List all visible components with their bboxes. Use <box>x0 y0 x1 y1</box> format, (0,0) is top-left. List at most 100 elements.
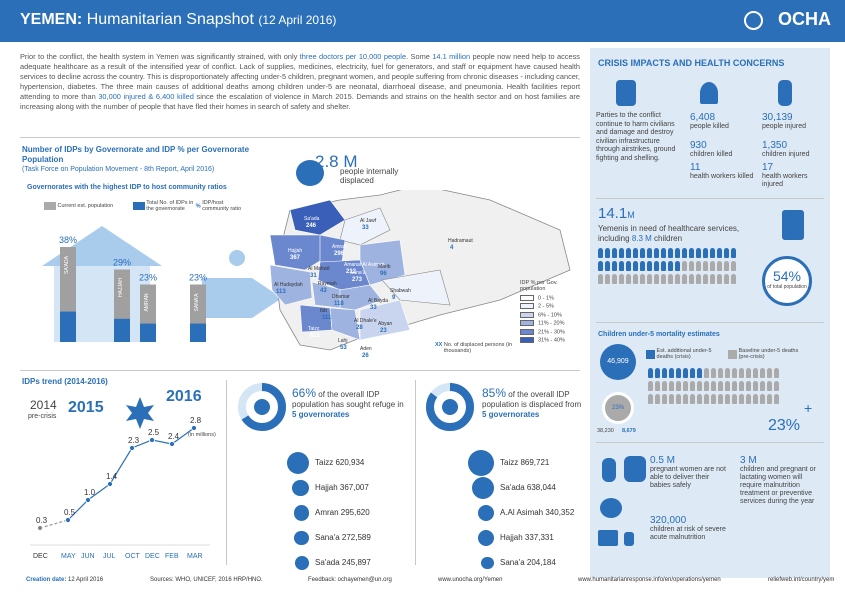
idp-bar <box>140 323 156 342</box>
person-icon <box>605 274 610 284</box>
mortality-num3: 8,679 <box>622 428 636 434</box>
ocha-logo: OCHA <box>778 9 831 29</box>
governorate-name: Aden <box>360 346 372 352</box>
map-legend-item: 11% - 20% <box>520 320 584 327</box>
food-bowl-icon <box>600 498 622 518</box>
trend-point <box>65 517 71 523</box>
trend-x-label: MAR <box>187 553 203 560</box>
hw-injured-stat: 17 health workers injured <box>762 162 808 188</box>
person-icon <box>746 394 751 404</box>
ratio-pct-label: 29% <box>113 258 131 268</box>
malnutrition-treatment-stat: 3 M children and pregnant or lactating w… <box>740 455 816 505</box>
trend-value-label: 0.3 <box>36 516 48 525</box>
host-ratio-legend: Current est. population Total No. of IDP… <box>44 200 242 212</box>
trend-chart: 0.3 DEC 0.5 MAY 1.0 JUN 1.4 JUL 2.3 OCT 2.5 DEC 2.4 F… <box>30 397 210 560</box>
aljawf-region <box>339 207 391 246</box>
ratio-category-label: SA'ADA <box>64 255 70 274</box>
casualty-highlight: 30,000 injured & 6,400 killed <box>98 92 194 102</box>
person-icon <box>683 368 688 378</box>
governorate-name: Al Jawf <box>360 218 377 224</box>
governorate-value: 113 <box>276 289 286 295</box>
governorate-value: 367 <box>290 255 301 261</box>
trend-point <box>191 425 197 431</box>
governorate-value: 26 <box>362 353 369 358</box>
sam-children-stat: 320,000 children at risk of severe acute… <box>650 515 726 541</box>
person-icon <box>598 274 603 284</box>
person-icon <box>619 248 624 258</box>
ratio-pct-label: 23% <box>139 273 157 283</box>
person-icon <box>668 248 673 258</box>
person-icon <box>654 248 659 258</box>
idp-map-title: Number of IDPs by Governorate and IDP % … <box>22 145 250 173</box>
person-icon <box>640 274 645 284</box>
reliefweb-link[interactable]: reliefweb.int/country/yem <box>768 577 835 583</box>
person-icon <box>661 261 666 271</box>
ratio-pct-label: 38% <box>59 235 77 245</box>
bubble-label: Taizz 869,721 <box>500 458 550 467</box>
person-icon <box>633 274 638 284</box>
person-icon <box>739 381 744 391</box>
person-icon <box>661 274 666 284</box>
person-icon <box>647 261 652 271</box>
bubble-label: Sa'ada 245,897 <box>315 558 371 567</box>
bubble-label: Sa'ada 638,044 <box>500 483 556 492</box>
person-icon <box>676 381 681 391</box>
person-icon <box>647 248 652 258</box>
albayda-region <box>339 284 383 311</box>
population-pct-circle: 54% of total population <box>762 256 812 306</box>
ratio-category-label: AMRAN <box>144 293 150 311</box>
map-legend-item: 0 - 1% <box>520 295 584 301</box>
snapshot-date: (12 April 2016) <box>258 13 337 27</box>
map-legend-item: 2 - 5% <box>520 303 584 310</box>
trend-x-label: DEC <box>33 553 48 560</box>
idp-total: 2.8 M <box>315 152 358 172</box>
map-legend-note: XX No. of displaced persons (in thousand… <box>435 342 513 354</box>
governorate-name: Taizz <box>308 326 320 332</box>
person-icon <box>683 394 688 404</box>
person-icon <box>725 394 730 404</box>
person-icon <box>640 248 645 258</box>
map-legend-item: 6% - 10% <box>520 311 584 318</box>
person-icon <box>654 274 659 284</box>
governorate-name: Al Bayda <box>368 298 388 304</box>
person-icon <box>731 261 736 271</box>
trend-x-label: JUN <box>81 553 95 560</box>
person-icon <box>662 381 667 391</box>
person-icon <box>710 248 715 258</box>
person-icon <box>731 274 736 284</box>
trend-x-label: OCT <box>125 553 141 560</box>
governorate-name: Shabwah <box>390 288 411 294</box>
footer-sources: Sources: WHO, UNICEF, 2016 HRP/HNO. <box>150 577 263 583</box>
person-icon <box>619 261 624 271</box>
governorate-value: 33 <box>362 225 369 231</box>
person-icon <box>732 381 737 391</box>
governorate-value: 23 <box>380 328 387 334</box>
idp-bubble <box>471 476 494 500</box>
parties-text: Parties to the conflict continue to harm… <box>596 112 676 162</box>
healthcare-text: Yemenis in need of healthcare services, … <box>598 224 740 243</box>
hw-killed-stat: 11 health workers killed <box>690 162 754 180</box>
feedback-link[interactable]: Feedback: ochayemen@un.org <box>308 577 392 583</box>
person-icon <box>697 368 702 378</box>
person-icon <box>682 248 687 258</box>
ocha-yemen-link[interactable]: www.unocha.org/Yemen <box>438 577 503 583</box>
person-icon <box>717 248 722 258</box>
person-icon <box>626 274 631 284</box>
governorate-value: 246 <box>306 223 317 229</box>
mother-child-icon <box>624 456 646 482</box>
trend-value-label: 2.5 <box>148 428 160 437</box>
governorate-value: 296 <box>334 251 345 257</box>
person-icon <box>718 381 723 391</box>
person-icon <box>605 261 610 271</box>
medical-kit-icon <box>598 530 618 546</box>
walking-person-icon <box>296 160 324 186</box>
governorate-value: 111 <box>322 315 332 321</box>
humanitarianresponse-link[interactable]: www.humanitarianresponse.info/en/operati… <box>578 577 721 583</box>
donut2-text: 85% of the overall IDP population is dis… <box>482 386 582 419</box>
person-icon <box>774 394 779 404</box>
ratio-category-label: HAJJAH <box>118 278 124 297</box>
person-icon <box>662 394 667 404</box>
person-icon <box>668 261 673 271</box>
million-highlight: 14.1 million <box>432 52 471 61</box>
person-icon <box>669 381 674 391</box>
